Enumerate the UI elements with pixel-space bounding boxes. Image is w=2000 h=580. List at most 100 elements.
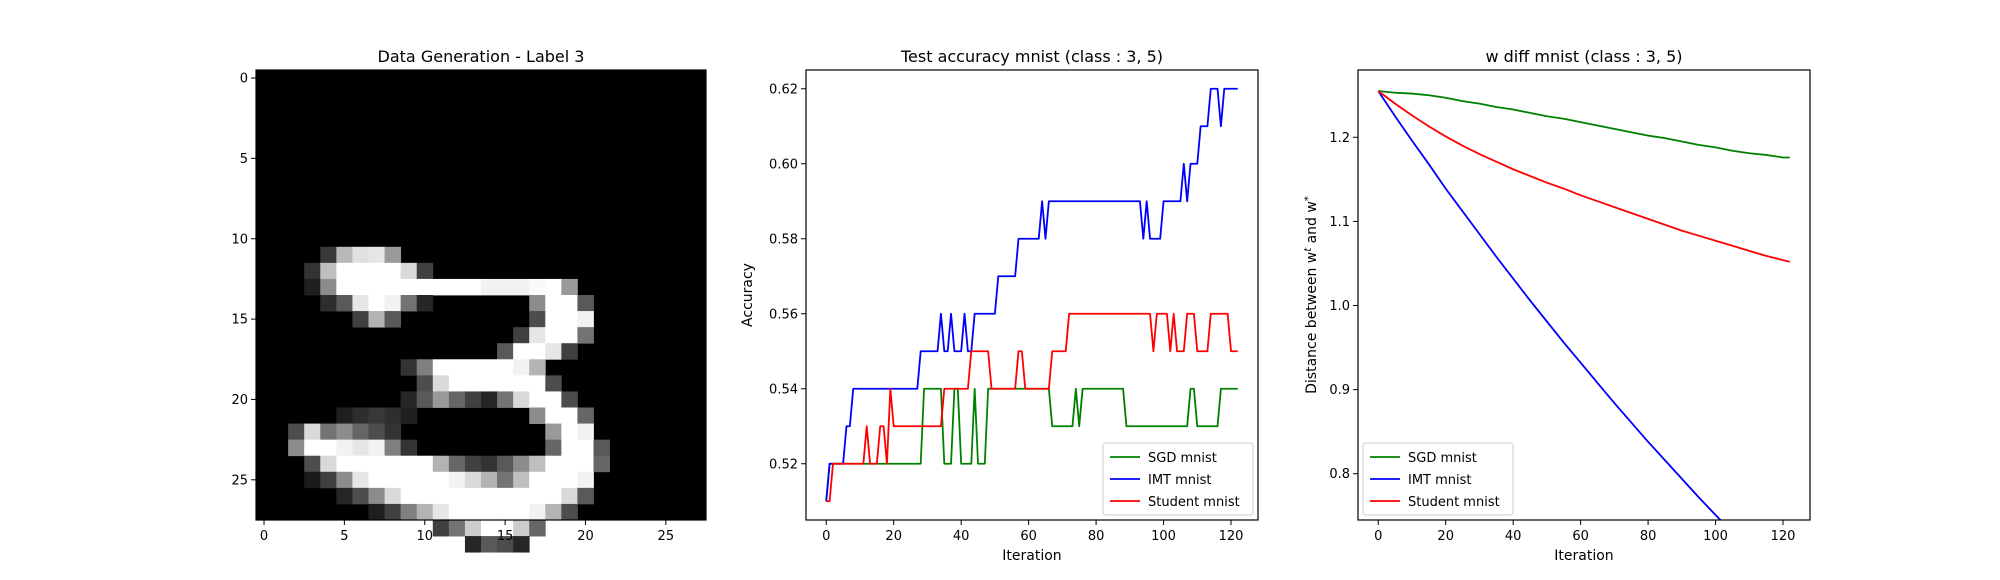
image-pixel [577,487,594,505]
image-pixel [368,487,385,505]
x-tick-label: 0 [1374,529,1382,544]
image-pixel [336,423,353,441]
x-tick-label: 10 [416,529,433,544]
accuracy-legend-label-imt: IMT mnist [1148,473,1212,488]
y-tick-label: 0.9 [1329,383,1350,398]
image-pixel [497,359,514,376]
image-pixel [545,407,562,424]
accuracy-legend-label-sgd: SGD mnist [1148,451,1217,466]
image-pixel [368,503,385,521]
image-pixel [561,439,578,457]
x-tick-label: 15 [497,529,514,544]
image-pixel [513,375,530,392]
image-pixel [513,278,530,296]
wdiff-legend-box [1362,442,1514,516]
image-pixel [432,520,450,537]
image-pixel [304,262,321,280]
image-pixel [481,520,498,537]
image-pixel [368,423,385,441]
image-pixel [384,246,402,264]
image-pixel [529,359,546,376]
image-pixel [432,471,450,489]
image-pixel [464,455,482,473]
series-line-student [826,312,1238,503]
image-pixel [545,327,562,344]
series-line-imt [1377,90,1722,520]
image-pixel [336,455,353,473]
image-pixel [513,503,530,521]
image-pixel [464,503,482,521]
image-pixel [561,278,578,296]
image-pixel [513,343,530,360]
image-pixel [416,471,434,489]
image-pixel [464,278,482,296]
x-tick-label: 60 [1020,529,1037,544]
image-pixel [352,455,369,473]
accuracy-title: Test accuracy mnist (class : 3, 5) [900,47,1163,66]
image-pixel [400,439,418,457]
image-pixel [416,359,434,376]
accuracy-x-ticks: 0 20 40 60 80 100 120 [822,520,1243,544]
image-pixel [545,455,562,473]
y-tick-label: 1.1 [1329,215,1350,230]
image-pixel [336,278,353,296]
image-pixel [529,327,546,344]
y-tick-label: 0.56 [769,307,798,322]
image-pixel [352,262,369,280]
image-pixel [497,536,514,553]
image-pixel [497,455,514,473]
image-pixel [368,311,385,328]
image-pixel [320,455,337,473]
image-pixel [545,487,562,505]
image-pixel [481,278,498,296]
image-pixel [448,375,466,392]
x-tick-label: 40 [953,529,970,544]
image-pixel [304,471,321,489]
x-tick-label: 120 [1771,529,1796,544]
image-pixel [400,503,418,521]
image-pixel [400,295,418,312]
image-pixel [545,311,562,328]
image-pixel [561,503,578,521]
image-pixel [336,246,353,264]
image-pixel [384,262,402,280]
image-pixel [448,487,466,505]
wdiff-panel: w diff mnist (class : 3, 5) 0 20 40 60 80 100… [1303,47,1811,564]
image-pixels [288,246,610,553]
image-pixel [497,343,514,360]
image-pixel [352,423,369,441]
image-x-ticks: 0 5 10 15 20 25 [260,520,674,544]
image-pixel [464,375,482,392]
image-pixel [336,439,353,457]
image-pixel [561,311,578,328]
y-tick-label: 5 [240,152,248,167]
image-pixel [513,455,530,473]
x-tick-label: 0 [260,529,268,544]
image-pixel [368,455,385,473]
x-tick-label: 25 [658,529,675,544]
image-pixel [561,455,578,473]
image-pixel [561,343,578,360]
image-pixel [529,375,546,392]
image-pixel [432,487,450,505]
image-pixel [464,471,482,489]
image-pixel [513,487,530,505]
image-pixel [384,311,402,328]
wdiff-title: w diff mnist (class : 3, 5) [1485,47,1682,66]
image-pixel [416,503,434,521]
x-tick-label: 60 [1572,529,1589,544]
image-pixel [529,487,546,505]
accuracy-legend-label-student: Student mnist [1148,495,1240,510]
accuracy-y-label: Accuracy [740,263,756,327]
image-pixel [432,359,450,376]
wdiff-y-label: Distance between wt and w* [1303,196,1321,394]
image-pixel [432,278,450,296]
wdiff-frame [1357,69,1811,521]
image-pixel [336,262,353,280]
image-pixel [320,262,337,280]
y-tick-label: 15 [231,313,248,328]
accuracy-lines [825,87,1238,503]
image-pixel [384,439,402,457]
accuracy-x-label: Iteration [1002,548,1061,564]
image-pixel [416,295,434,312]
